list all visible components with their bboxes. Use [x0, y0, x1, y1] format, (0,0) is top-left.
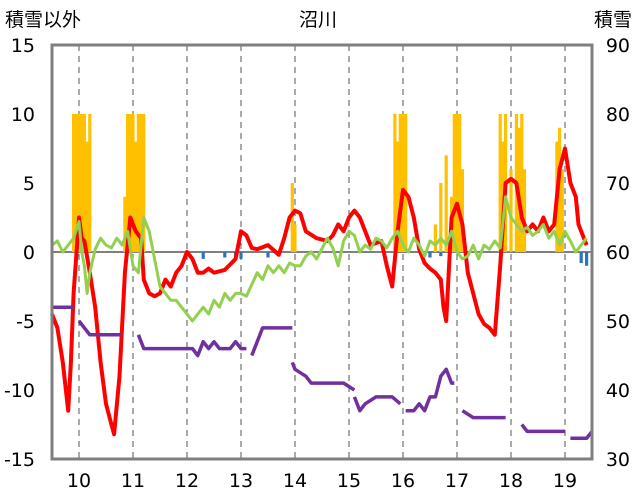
x-tick-label: 15 — [337, 470, 361, 492]
bar-positive — [142, 114, 146, 252]
bar-positive — [558, 127, 562, 252]
right-tick-label: 30 — [606, 449, 630, 471]
bar-negative — [201, 252, 205, 259]
bar-positive — [458, 114, 462, 252]
left-tick-label: 10 — [11, 104, 35, 126]
bar-positive — [88, 114, 92, 252]
bar-positive — [131, 114, 135, 252]
bar-positive — [85, 141, 89, 252]
x-tick-label: 13 — [229, 470, 253, 492]
bar-positive — [396, 141, 400, 252]
left-tick-label: 15 — [11, 35, 35, 57]
x-tick-label: 17 — [445, 470, 469, 492]
purple-series-segment — [570, 430, 594, 441]
line-series — [50, 146, 594, 441]
bar-positive — [444, 155, 448, 252]
x-tick-label: 16 — [391, 470, 415, 492]
bar-negative — [439, 252, 443, 257]
bar-positive — [82, 114, 86, 252]
bar-negative — [223, 252, 227, 258]
purple-series-segment — [405, 367, 455, 413]
bar-positive — [498, 114, 502, 252]
purple-series-segment — [250, 326, 293, 357]
right-tick-label: 50 — [606, 311, 630, 333]
bar-positive — [123, 196, 127, 252]
purple-series-segment — [77, 319, 123, 337]
left-tick-label: 0 — [23, 242, 35, 264]
right-tick-label: 60 — [606, 242, 630, 264]
left-axis-label: 積雪以外 — [5, 9, 81, 31]
bar-positive — [128, 114, 132, 252]
bar-positive — [439, 183, 443, 252]
bar-positive — [139, 114, 143, 252]
bar-negative — [579, 252, 583, 264]
purple-series-segment — [520, 423, 565, 434]
left-tick-label: 5 — [23, 173, 35, 195]
bar-negative — [239, 252, 243, 259]
bar-positive — [509, 169, 513, 252]
x-tick-label: 10 — [67, 470, 91, 492]
bar-negative — [428, 252, 432, 258]
right-tick-label: 40 — [606, 380, 630, 402]
right-tick-label: 70 — [606, 173, 630, 195]
bar-positive — [520, 114, 524, 252]
purple-series-segment — [352, 395, 402, 413]
green-series-line — [51, 195, 588, 323]
bar-positive — [398, 114, 402, 252]
bar-positive — [293, 224, 297, 252]
bar-positive — [452, 114, 456, 252]
left-tick-label: -15 — [4, 449, 35, 471]
bar-negative — [266, 252, 270, 258]
x-tick-label: 12 — [175, 470, 199, 492]
x-tick-label: 19 — [553, 470, 577, 492]
right-axis-label: 積雪 — [594, 9, 632, 31]
bar-positive — [136, 114, 140, 252]
bar-positive — [433, 224, 437, 252]
plot-frame — [50, 43, 594, 461]
bar-positive — [560, 169, 564, 252]
bar-positive — [455, 114, 459, 252]
x-tick-label: 11 — [121, 470, 145, 492]
purple-series-segment — [461, 409, 506, 420]
chart-title: 沼川 — [299, 9, 337, 31]
purple-series-segment — [290, 361, 356, 392]
bar-positive — [134, 141, 138, 252]
left-tick-label: -5 — [16, 311, 35, 333]
bar-positive — [126, 114, 130, 252]
bar-positive — [460, 169, 464, 252]
x-tick-label: 14 — [283, 470, 307, 492]
bar-positive — [393, 114, 397, 252]
bar-positive — [80, 114, 84, 252]
bar-negative — [585, 252, 589, 266]
bar-positive — [290, 183, 294, 252]
right-tick-label: 80 — [606, 104, 630, 126]
bar-positive — [404, 114, 408, 252]
bar-positive — [72, 114, 76, 252]
bar-positive — [74, 114, 78, 252]
left-tick-label: -10 — [4, 380, 35, 402]
bar-positive — [77, 114, 81, 252]
bar-positive — [522, 169, 527, 252]
x-tick-label: 18 — [499, 470, 523, 492]
bar-positive — [401, 114, 405, 252]
right-tick-label: 90 — [606, 35, 630, 57]
purple-series-segment — [136, 334, 247, 358]
